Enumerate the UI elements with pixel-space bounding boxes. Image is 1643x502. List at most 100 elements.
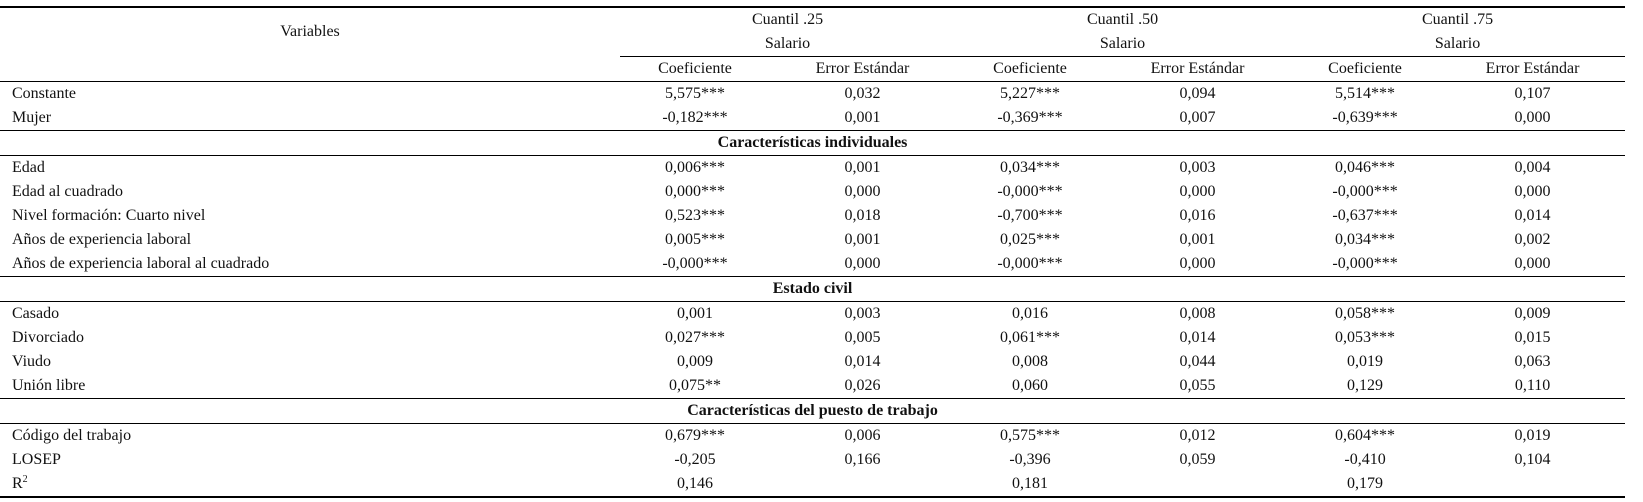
row-label: Código del trabajo	[12, 427, 132, 444]
cell-value: 0,003	[1179, 159, 1216, 176]
section-row: Características individuales	[0, 130, 1626, 156]
cell-value: 0,005***	[665, 231, 725, 248]
se-header-75: Error Estándar	[1440, 56, 1626, 82]
table-row: Viudo 0,009 0,014 0,008 0,044 0,019 0,06…	[0, 350, 1625, 374]
cell-value: 0,008	[1179, 305, 1216, 322]
cell-value: 0,179	[1290, 472, 1441, 498]
cell-value: 0,014	[1514, 207, 1551, 224]
cell-value: -0,637***	[1332, 207, 1398, 224]
cell-value	[1105, 472, 1291, 498]
cell-value: 0,046***	[1335, 159, 1396, 176]
cell-value: 0,012	[1179, 427, 1216, 444]
row-label: Constante	[12, 85, 76, 102]
row-label: Edad	[12, 159, 45, 176]
cell-value: 0,000	[1514, 183, 1551, 200]
cell-value: 0,129	[1290, 374, 1441, 399]
dep-var-25: Salario	[620, 32, 956, 57]
table-row: Divorciado 0,027*** 0,005 0,061*** 0,014…	[0, 326, 1625, 350]
cell-value: 0,015	[1514, 329, 1551, 346]
cell-value: 0,007	[1105, 106, 1291, 131]
cell-value: 0,061***	[1000, 329, 1061, 346]
table-row: R2 0,146 0,181 0,179	[0, 472, 1626, 498]
cell-value: 0,679***	[665, 427, 725, 444]
row-label: Años de experiencia laboral	[12, 231, 192, 248]
cell-value: 0,000	[1105, 252, 1291, 277]
quantile-75-header: Cuantil .75	[1290, 6, 1626, 32]
cell-value: 0,059	[1179, 451, 1216, 468]
cell-value: 0,001	[677, 305, 713, 322]
cell-value: 0,055	[1105, 374, 1291, 399]
cell-value: 0,003	[844, 305, 881, 322]
cell-value: 0,004	[1514, 159, 1551, 176]
cell-value: -0,000***	[620, 252, 770, 277]
table-row: Nivel formación: Cuarto nivel 0,523*** 0…	[0, 204, 1625, 228]
table-row: Años de experiencia laboral al cuadrado …	[0, 252, 1626, 277]
section-title: Estado civil	[0, 276, 1626, 302]
quantile-50-header: Cuantil .50	[955, 6, 1291, 32]
cell-value: 0,001	[844, 159, 881, 176]
table-row: Edad 0,006*** 0,001 0,034*** 0,003 0,046…	[0, 156, 1625, 181]
r2-label: R2	[0, 472, 620, 498]
table-row: Código del trabajo 0,679*** 0,006 0,575*…	[0, 424, 1625, 449]
coef-header-75: Coeficiente	[1290, 56, 1441, 82]
cell-value: 0,016	[1012, 305, 1049, 322]
cell-value: 0,044	[1179, 353, 1216, 370]
cell-value: 0,000***	[665, 183, 725, 200]
table-row: Casado 0,001 0,003 0,016 0,008 0,058*** …	[0, 302, 1625, 327]
row-label: Divorciado	[12, 329, 84, 346]
cell-value: 0,032	[844, 85, 881, 102]
cell-value: 0,000	[844, 183, 881, 200]
cell-value: 5,227***	[1000, 85, 1061, 102]
cell-value: 0,110	[1440, 374, 1626, 399]
cell-value: 0,053***	[1335, 329, 1396, 346]
cell-value: 0,002	[1514, 231, 1551, 248]
cell-value	[1440, 472, 1626, 498]
cell-value: 5,575***	[665, 85, 725, 102]
table-row: Mujer -0,182*** 0,001 -0,369*** 0,007 -0…	[0, 106, 1626, 131]
cell-value: 0,014	[844, 353, 881, 370]
cell-value: 0,016	[1179, 207, 1216, 224]
cell-value: 0,523***	[665, 207, 725, 224]
variables-header: Variables	[0, 6, 620, 57]
cell-value: 0,014	[1179, 329, 1216, 346]
row-label: Nivel formación: Cuarto nivel	[12, 207, 206, 224]
cell-value: -0,700***	[997, 207, 1063, 224]
cell-value: 0,000	[770, 252, 956, 277]
cell-value: -0,000***	[997, 183, 1063, 200]
cell-value: 0,006	[844, 427, 881, 444]
cell-value: 0,000	[1440, 252, 1626, 277]
se-header-25: Error Estándar	[770, 56, 956, 82]
cell-value: 0,000	[1440, 106, 1626, 131]
quantile-25-header: Cuantil .25	[620, 6, 956, 32]
cell-value: -0,396	[1009, 451, 1051, 468]
cell-value: 0,063	[1514, 353, 1551, 370]
cell-value: 0,094	[1179, 85, 1216, 102]
cell-value: 0,034***	[1335, 231, 1396, 248]
cell-value: 0,025***	[1000, 231, 1061, 248]
cell-value: 0,034***	[1000, 159, 1061, 176]
cell-value: 0,001	[770, 106, 956, 131]
table-row: Años de experiencia laboral 0,005*** 0,0…	[0, 228, 1625, 252]
cell-value: 0,018	[844, 207, 881, 224]
cell-value: 0,027***	[665, 329, 725, 346]
cell-value: 0,001	[1179, 231, 1216, 248]
cell-value: -0,639***	[1290, 106, 1441, 131]
cell-value: 0,026	[770, 374, 956, 399]
blank-header-cell	[0, 56, 620, 82]
cell-value: 0,058***	[1335, 305, 1396, 322]
coef-header-50: Coeficiente	[955, 56, 1106, 82]
table-row: Edad al cuadrado 0,000*** 0,000 -0,000**…	[0, 180, 1625, 204]
cell-value: -0,000***	[1290, 252, 1441, 277]
r2-superscript: 2	[22, 474, 28, 485]
table-row: Constante 5,575*** 0,032 5,227*** 0,094 …	[0, 82, 1625, 107]
section-title: Características del puesto de trabajo	[0, 398, 1626, 424]
cell-value: -0,205	[674, 451, 716, 468]
cell-value: 0,575***	[1000, 427, 1061, 444]
dep-var-50: Salario	[955, 32, 1291, 57]
cell-value: -0,182***	[620, 106, 770, 131]
regression-table-container: Variables Cuantil .25 Cuantil .50 Cuanti…	[0, 6, 1626, 498]
section-title: Características individuales	[0, 130, 1626, 156]
table-row: LOSEP -0,205 0,166 -0,396 0,059 -0,410 0…	[0, 448, 1625, 472]
row-label: Años de experiencia laboral al cuadrado	[0, 252, 620, 277]
cell-value: 0,107	[1514, 85, 1551, 102]
